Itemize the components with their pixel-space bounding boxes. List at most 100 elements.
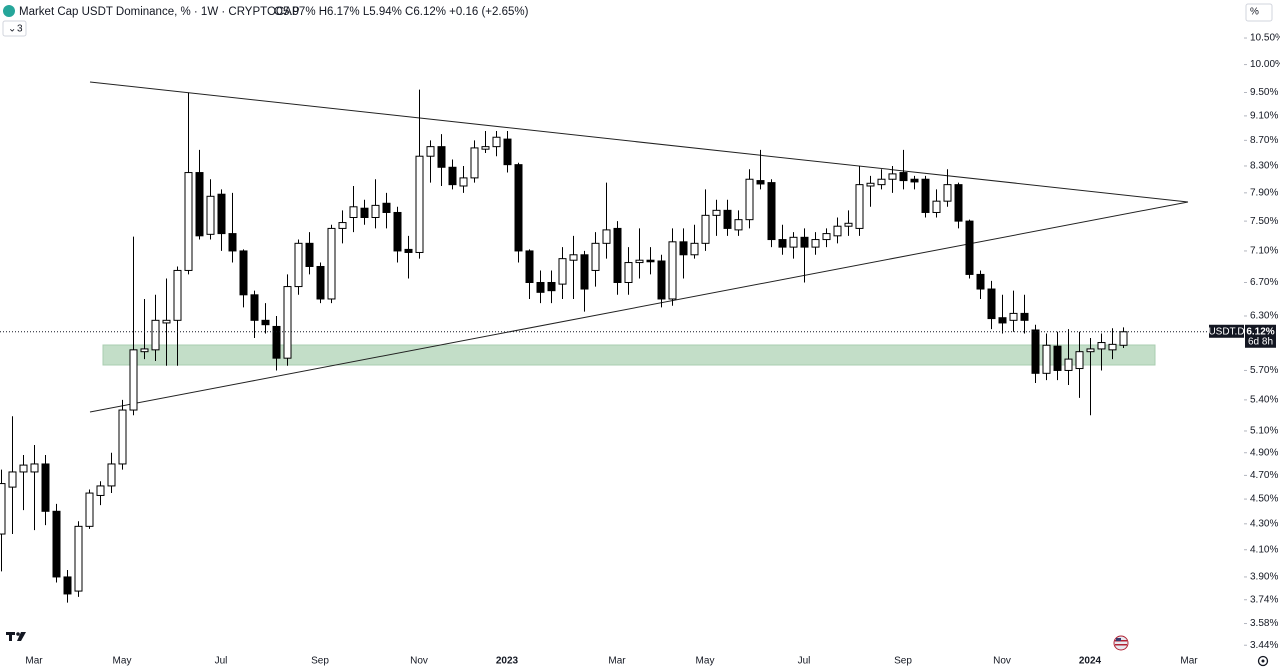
candle-body xyxy=(272,325,281,359)
candle-body xyxy=(745,178,754,221)
candle-body xyxy=(998,317,1007,324)
x-tick-label: Mar xyxy=(608,656,626,667)
candle-body xyxy=(30,463,39,473)
region-flag[interactable] xyxy=(1113,635,1129,651)
candle-body xyxy=(173,269,182,321)
x-tick-label: Mar xyxy=(1180,656,1198,667)
candle-body xyxy=(547,281,556,292)
indicators-toggle[interactable] xyxy=(2,20,27,37)
candle-body xyxy=(866,182,875,187)
trendline-lower xyxy=(89,201,1189,413)
price-tag xyxy=(1245,324,1276,348)
candle-body xyxy=(613,227,622,283)
candle-body xyxy=(811,239,820,248)
candle-body xyxy=(261,319,270,326)
candle-body xyxy=(8,471,17,488)
candle-body xyxy=(63,576,72,595)
y-tick-label: 7.50% xyxy=(1250,216,1278,227)
y-tick-label: 9.50% xyxy=(1250,87,1278,98)
x-tick-label: 2023 xyxy=(496,656,519,667)
candle-body xyxy=(514,164,523,252)
candle-body xyxy=(338,222,347,229)
tradingview-logo xyxy=(6,632,26,641)
x-tick-label: Nov xyxy=(993,656,1011,667)
candle-body xyxy=(910,178,919,183)
x-tick-label: May xyxy=(696,656,715,667)
candle-body xyxy=(162,319,171,324)
y-tick-label: 5.40% xyxy=(1250,395,1278,406)
candle-body xyxy=(690,242,699,256)
y-tick-label: 5.70% xyxy=(1250,365,1278,376)
candle-body xyxy=(624,262,633,283)
symbol-tag-label: USDT.D xyxy=(1208,326,1244,337)
settings-gear[interactable] xyxy=(1257,655,1269,667)
candle-body xyxy=(437,146,446,168)
candle-body xyxy=(767,182,776,241)
y-tick-label: 7.10% xyxy=(1250,246,1278,257)
candle-body xyxy=(283,286,292,359)
candle-body xyxy=(888,173,897,180)
candle-body xyxy=(195,172,204,237)
candle-body xyxy=(723,209,732,229)
candle-body xyxy=(206,195,215,235)
ohlc-values: O5.97% H6.17% L5.94% C6.12% +0.16 (+2.65… xyxy=(274,6,529,18)
symbol-logo xyxy=(3,5,15,17)
candle-body xyxy=(1075,351,1084,370)
candle-body xyxy=(822,233,831,241)
candle-body xyxy=(569,254,578,261)
candle-body xyxy=(448,166,457,186)
indicators-chevron: ⌄ xyxy=(8,24,16,35)
countdown-label: 6d 8h xyxy=(1248,336,1273,347)
x-tick-label: Jul xyxy=(798,656,811,667)
y-tick-label: 3.74% xyxy=(1250,594,1278,605)
candle-body xyxy=(129,349,138,411)
y-tick-label: 8.70% xyxy=(1250,135,1278,146)
candle-body xyxy=(1097,342,1106,350)
x-tick-label: Nov xyxy=(410,656,428,667)
candle-body xyxy=(943,184,952,202)
candle-body xyxy=(503,138,512,166)
candle-body xyxy=(327,227,336,300)
candle-body xyxy=(85,492,94,527)
candle-body xyxy=(415,155,424,253)
candle-body xyxy=(833,225,842,237)
candle-body xyxy=(1086,348,1095,353)
candle-body xyxy=(1009,312,1018,321)
candle-body xyxy=(459,177,468,187)
candle-body xyxy=(734,219,743,231)
candle-body xyxy=(580,254,589,290)
candle-body xyxy=(646,259,655,263)
symbol-title: Market Cap USDT Dominance, % · 1W · CRYP… xyxy=(19,6,300,18)
candle-body xyxy=(679,241,688,256)
plot-area xyxy=(0,89,1209,603)
candle-body xyxy=(107,463,116,487)
x-tick-label: 2024 xyxy=(1079,656,1102,667)
unit-button[interactable] xyxy=(1245,3,1273,22)
candle-body xyxy=(52,510,61,578)
candle-body xyxy=(41,463,50,512)
candle-body xyxy=(877,178,886,186)
candle-body xyxy=(250,294,259,321)
candle-body xyxy=(239,250,248,296)
candle-body xyxy=(701,214,710,244)
candle-body xyxy=(294,242,303,288)
candle-body xyxy=(558,258,567,285)
y-tick-label: 4.30% xyxy=(1250,518,1278,529)
candle-body xyxy=(470,147,479,179)
x-tick-label: Mar xyxy=(25,656,43,667)
candle-body xyxy=(404,248,413,253)
candle-body xyxy=(74,525,83,592)
y-tick-label: 7.90% xyxy=(1250,187,1278,198)
candle-body xyxy=(976,273,985,290)
candle-body xyxy=(932,200,941,213)
candle-body xyxy=(349,206,358,218)
candle-body xyxy=(536,281,545,293)
candle-body xyxy=(712,209,721,216)
candle-body xyxy=(668,241,677,300)
candle-body xyxy=(184,172,193,271)
candle-body xyxy=(954,184,963,222)
y-tick-label: 3.90% xyxy=(1250,572,1278,583)
